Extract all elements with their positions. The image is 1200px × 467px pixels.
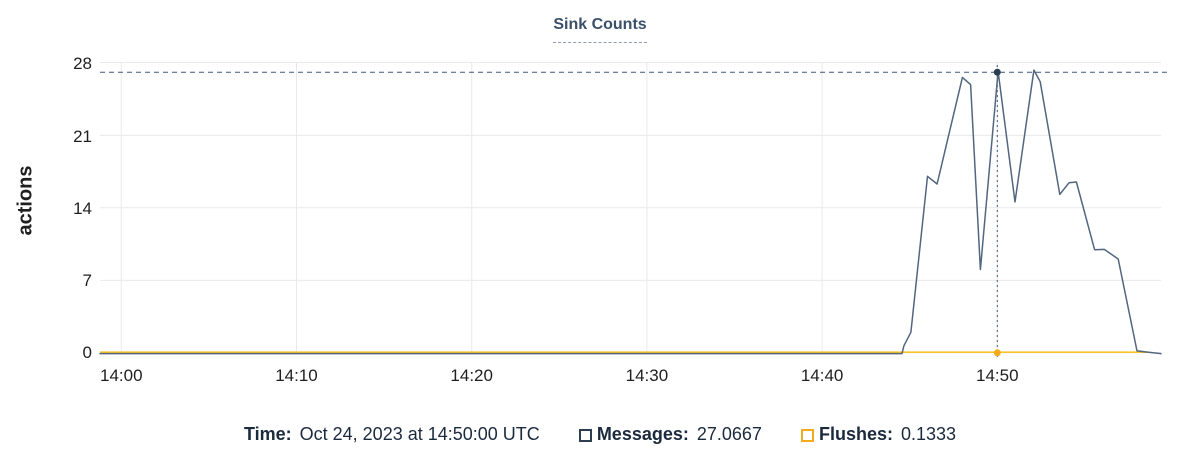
svg-text:14: 14 [73,199,92,218]
svg-text:14:30: 14:30 [626,366,669,385]
svg-text:21: 21 [73,127,92,146]
svg-text:0: 0 [83,343,92,362]
svg-text:14:10: 14:10 [275,366,318,385]
svg-text:14:20: 14:20 [450,366,493,385]
svg-text:14:40: 14:40 [801,366,844,385]
svg-text:14:00: 14:00 [100,366,143,385]
svg-text:7: 7 [83,271,92,290]
svg-text:28: 28 [73,54,92,73]
svg-text:14:50: 14:50 [976,366,1019,385]
